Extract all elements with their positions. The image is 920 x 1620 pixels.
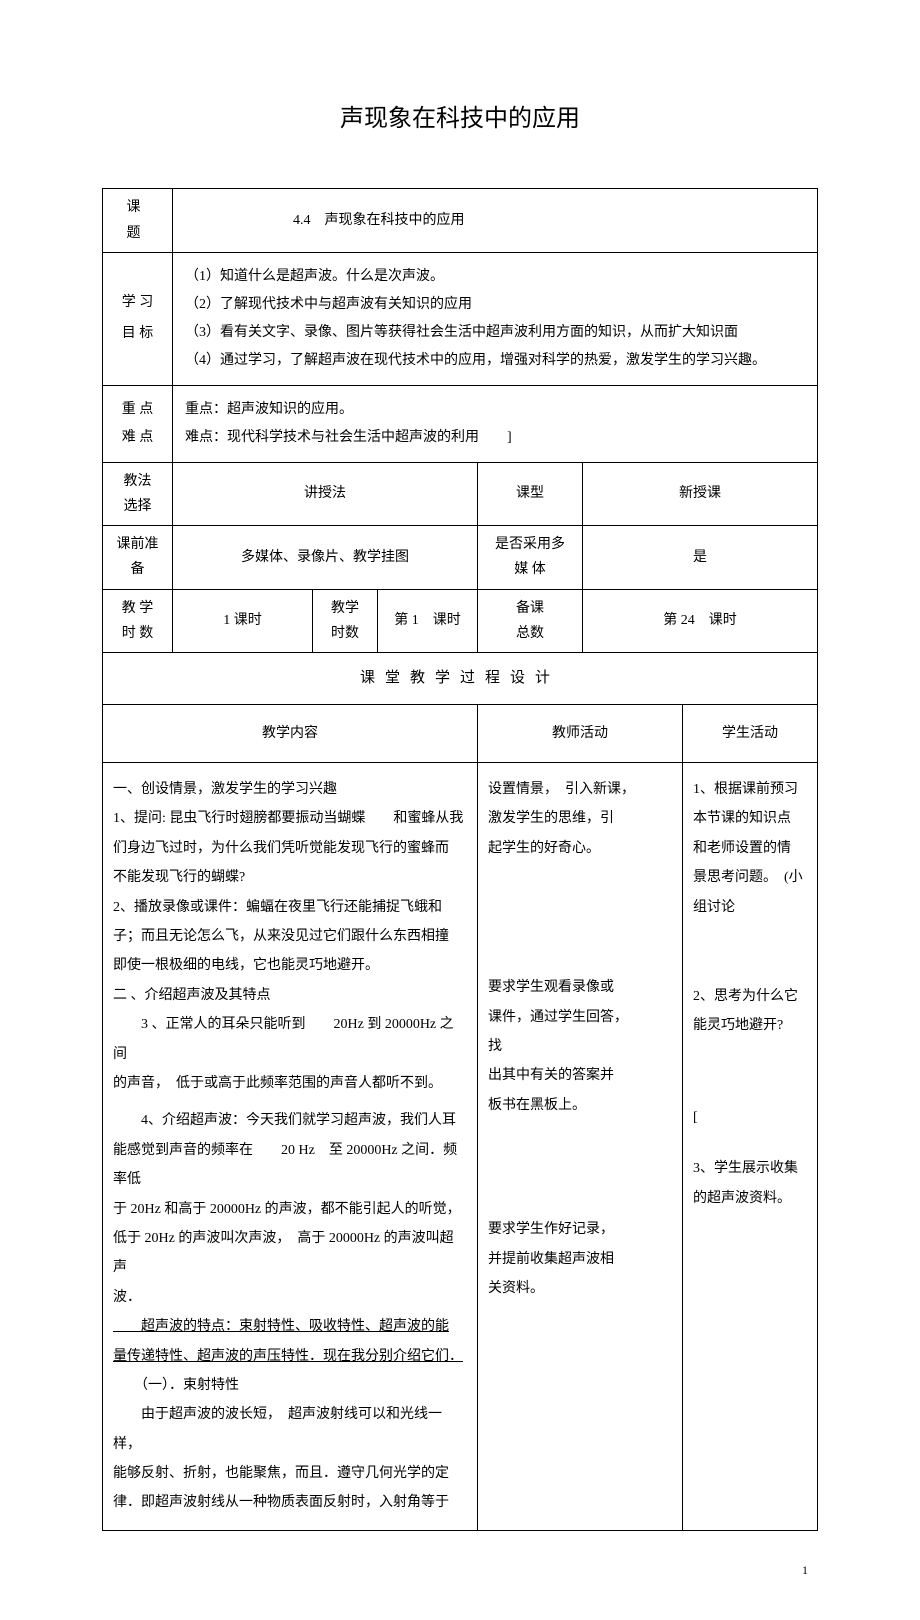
spacer [488,863,672,973]
content-line: 二 、介绍超声波及其特点 [113,981,467,1010]
teacher-line: 激发学生的思维，引 [488,804,672,833]
table-row: 课前准 备 多媒体、录像片、教学挂图 是否采用多 媒 体 是 [103,526,818,589]
table-row: 教 学 时 数 1 课时 教学 时数 第 1 课时 备课 总数 第 24 课时 [103,589,818,652]
page-number: 1 [102,1561,818,1580]
content-line: 们身边飞过时，为什么我们凭听觉能发现飞行的蜜蜂而 [113,834,467,863]
focus-line1: 重点：超声波知识的应用。 [185,396,805,424]
content-line: 1、提问: 昆虫飞行时翅膀都要振动当蝴蝶 和蜜蜂从我 [113,804,467,833]
spacer [693,1132,807,1154]
student-column: 1、根据课前预习 本节课的知识点 和老师设置的情 景思考问题。 (小 组讨论 2… [683,763,818,1531]
content-line: 4、介绍超声波：今天我们就学习超声波，我们人耳 [113,1106,467,1135]
content-line: 于 20Hz 和高于 20000Hz 的声波，都不能引起人的听觉， [113,1195,467,1224]
content-line: 超声波的特点：束射特性、吸收特性、超声波的能 [113,1312,467,1341]
content-line: 能够反射、折射，也能聚焦，而且．遵守几何光学的定 [113,1459,467,1488]
teacher-line: 要求学生作好记录， [488,1215,672,1244]
teacher-line: 并提前收集超声波相 [488,1245,672,1274]
objectives-text: （1）知道什么是超声波。什么是次声波。 （2）了解现代技术中与超声波有关知识的应… [173,252,818,385]
student-line: 的超声波资料。 [693,1184,807,1213]
student-line: 本节课的知识点 [693,804,807,833]
content-line: 由于超声波的波长短， 超声波射线可以和光线一样， [113,1400,467,1459]
spacer [693,922,807,982]
type-label: 课型 [478,462,583,525]
content-line: 波． [113,1283,467,1312]
focus-line2: 难点：现代科学技术与社会生活中超声波的利用 ] [185,424,805,452]
hours-label: 教 学 时 数 [103,589,173,652]
spacer [488,1120,672,1215]
table-row: 课堂教学过程设计 [103,652,818,704]
student-line: [ [693,1103,807,1132]
student-line: 2、思考为什么它 [693,982,807,1011]
content-line: 即使一根极细的电线，它也能灵巧地避开。 [113,951,467,980]
teacher-line: 课件，通过学生回答， [488,1003,672,1032]
student-line: 景思考问题。 (小 [693,863,807,892]
teacher-line: 板书在黑板上。 [488,1091,672,1120]
table-row: 教法 选择 讲授法 课型 新授课 [103,462,818,525]
teacher-line: 关资料。 [488,1274,672,1303]
content-line: 一、创设情景，激发学生的学习兴趣 [113,775,467,804]
content-line: 不能发现飞行的蝴蝶? [113,863,467,892]
content-line: 的声音， 低于或高于此频率范围的声音人都听不到。 [113,1069,467,1098]
content-column-header: 教学内容 [103,704,478,762]
teacher-column-header: 教师活动 [478,704,683,762]
hours-sub-value: 第 1 课时 [378,589,478,652]
teacher-line: 设置情景， 引入新课， [488,775,672,804]
focus-label: 重 点 难 点 [103,385,173,462]
content-line: 2、播放录像或课件：蝙蝠在夜里飞行还能捕捉飞蛾和 [113,893,467,922]
process-header: 课堂教学过程设计 [103,652,818,704]
hours-total-value: 第 24 课时 [583,589,818,652]
table-row: 教学内容 教师活动 学生活动 [103,704,818,762]
content-line: （一）．束射特性 [113,1371,467,1400]
topic-value: 4.4 声现象在科技中的应用 [173,189,818,252]
student-line: 能灵巧地避开? [693,1011,807,1040]
student-line: 3、学生展示收集 [693,1154,807,1183]
method-label: 教法 选择 [103,462,173,525]
prep-value: 多媒体、录像片、教学挂图 [173,526,478,589]
content-column: 一、创设情景，激发学生的学习兴趣 1、提问: 昆虫飞行时翅膀都要振动当蝴蝶 和蜜… [103,763,478,1531]
prep-label: 课前准 备 [103,526,173,589]
spacer [693,1041,807,1103]
content-line: 量传递特性、超声波的声压特性．现在我分别介绍它们． [113,1342,467,1371]
teacher-line: 出其中有关的答案并 [488,1061,672,1090]
method-value: 讲授法 [173,462,478,525]
content-line: 子；而且无论怎么飞，从来没见过它们跟什么东西相撞 [113,922,467,951]
hours-total-label: 备课 总数 [478,589,583,652]
objectives-label: 学 习 目 标 [103,252,173,385]
content-line: 能感觉到声音的频率在 20 Hz 至 20000Hz 之间．频率低 [113,1136,467,1195]
student-line: 1、根据课前预习 [693,775,807,804]
teacher-line: 找 [488,1032,672,1061]
teacher-line: 要求学生观看录像或 [488,973,672,1002]
table-row: 一、创设情景，激发学生的学习兴趣 1、提问: 昆虫飞行时翅膀都要振动当蝴蝶 和蜜… [103,763,818,1531]
document-title: 声现象在科技中的应用 [102,100,818,138]
student-line: 和老师设置的情 [693,834,807,863]
content-line: 低于 20Hz 的声波叫次声波， 高于 20000Hz 的声波叫超声 [113,1224,467,1283]
lesson-plan-table: 课 题 4.4 声现象在科技中的应用 学 习 目 标 （1）知道什么是超声波。什… [102,188,818,1530]
mm-value: 是 [583,526,818,589]
hours-value: 1 课时 [173,589,313,652]
type-value: 新授课 [583,462,818,525]
teacher-line: 起学生的好奇心。 [488,834,672,863]
table-row: 重 点 难 点 重点：超声波知识的应用。 难点：现代科学技术与社会生活中超声波的… [103,385,818,462]
student-column-header: 学生活动 [683,704,818,762]
table-row: 学 习 目 标 （1）知道什么是超声波。什么是次声波。 （2）了解现代技术中与超… [103,252,818,385]
hours-sub-label: 教学 时数 [313,589,378,652]
student-line: 组讨论 [693,893,807,922]
focus-text: 重点：超声波知识的应用。 难点：现代科学技术与社会生活中超声波的利用 ] [173,385,818,462]
content-line: 律．即超声波射线从一种物质表面反射时，入射角等于 [113,1488,467,1517]
table-row: 课 题 4.4 声现象在科技中的应用 [103,189,818,252]
teacher-column: 设置情景， 引入新课， 激发学生的思维，引 起学生的好奇心。 要求学生观看录像或… [478,763,683,1531]
content-line: 3 、正常人的耳朵只能听到 20Hz 到 20000Hz 之间 [113,1010,467,1069]
mm-label: 是否采用多 媒 体 [478,526,583,589]
topic-label: 课 题 [103,189,173,252]
